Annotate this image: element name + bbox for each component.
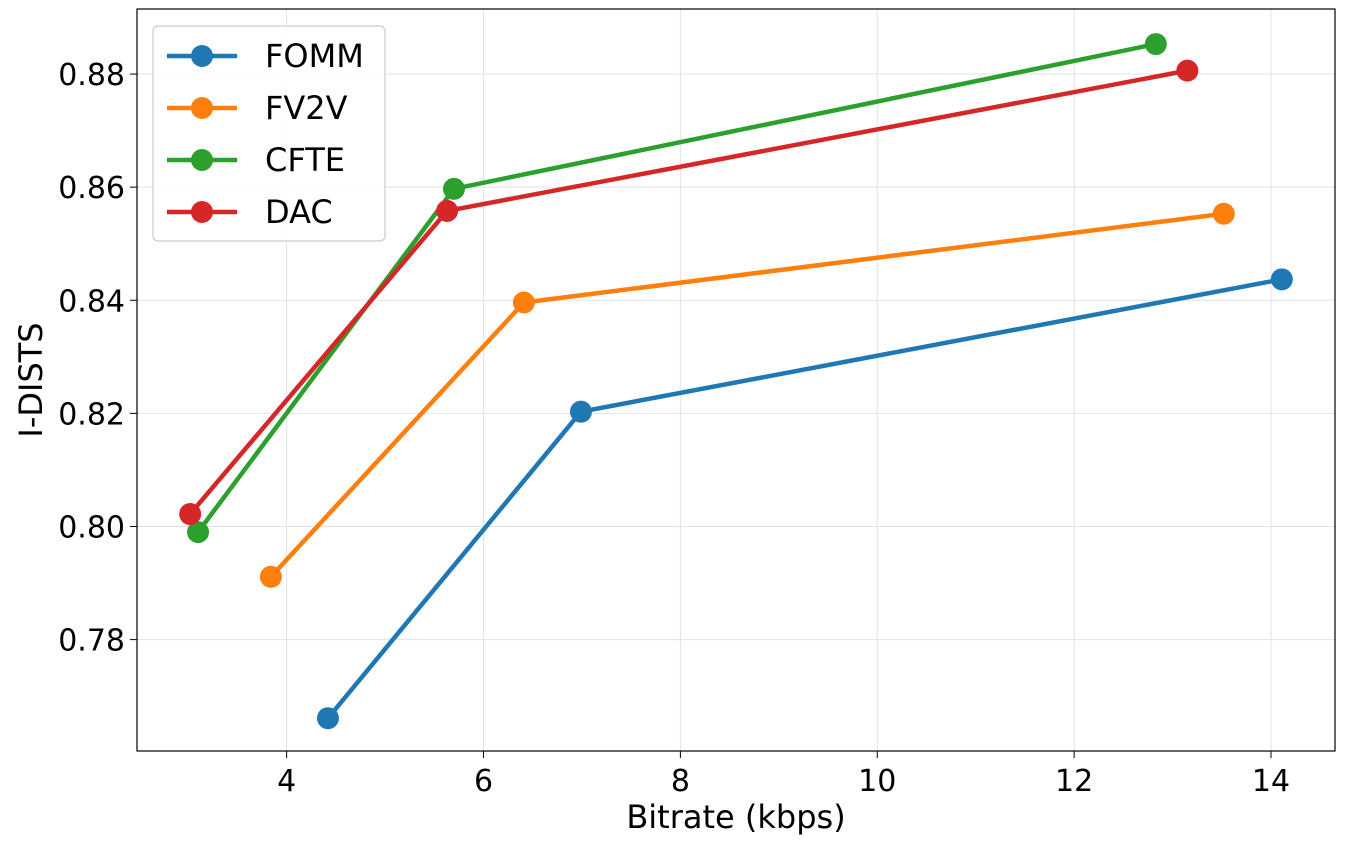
data-point-dac bbox=[1176, 59, 1199, 82]
x-tick-label: 10 bbox=[858, 764, 896, 799]
data-point-cfte bbox=[1144, 33, 1167, 56]
data-point-fomm bbox=[1270, 268, 1293, 291]
x-tick-label: 4 bbox=[277, 764, 296, 799]
x-tick-label: 6 bbox=[474, 764, 493, 799]
legend-item-fv2v: FV2V bbox=[167, 89, 348, 127]
legend-marker-icon bbox=[191, 201, 213, 223]
x-tick-label: 14 bbox=[1252, 764, 1290, 799]
data-point-cfte bbox=[187, 521, 210, 544]
legend-marker-icon bbox=[191, 97, 213, 119]
data-point-dac bbox=[179, 503, 202, 526]
axis-ticks: 4 6 8 10 12 14 0.78 0.80 0.82 0.84 0.86 0.88 bbox=[58, 58, 1290, 799]
data-point-fv2v bbox=[1212, 202, 1235, 225]
legend-box bbox=[152, 25, 386, 242]
y-tick-label: 0.78 bbox=[58, 624, 125, 659]
data-point-cfte bbox=[442, 177, 465, 200]
data-point-fomm bbox=[316, 707, 339, 730]
y-tick-label: 0.86 bbox=[58, 171, 125, 206]
series-fv2v bbox=[259, 202, 1235, 588]
data-point-fv2v bbox=[512, 291, 535, 314]
legend-label: CFTE bbox=[265, 141, 345, 179]
data-point-fv2v bbox=[259, 565, 282, 588]
y-axis-label: I-DISTS bbox=[12, 322, 50, 437]
legend-item-cfte: CFTE bbox=[167, 141, 345, 179]
data-point-fomm bbox=[569, 400, 592, 423]
legend-marker-icon bbox=[191, 45, 213, 67]
legend-label: DAC bbox=[265, 193, 333, 231]
y-tick-label: 0.82 bbox=[58, 397, 125, 432]
legend-item-dac: DAC bbox=[167, 193, 333, 231]
series-fomm bbox=[316, 268, 1293, 730]
y-tick-label: 0.80 bbox=[58, 510, 125, 545]
series-line-fv2v bbox=[268, 211, 1227, 580]
y-tick-label: 0.88 bbox=[58, 58, 125, 93]
x-tick-label: 12 bbox=[1055, 764, 1093, 799]
legend-label: FV2V bbox=[265, 89, 348, 127]
x-axis-label: Bitrate (kbps) bbox=[626, 798, 845, 836]
legend-item-fomm: FOMM bbox=[167, 37, 364, 75]
series-cfte bbox=[187, 33, 1167, 544]
series-line-fomm bbox=[325, 277, 1285, 721]
x-tick-label: 8 bbox=[671, 764, 690, 799]
y-tick-label: 0.84 bbox=[58, 284, 125, 319]
legend-label: FOMM bbox=[265, 37, 364, 75]
series-layer bbox=[179, 33, 1293, 730]
data-point-dac bbox=[436, 199, 459, 222]
plot-area-frame bbox=[136, 8, 1336, 752]
series-dac bbox=[179, 59, 1199, 526]
legend: FOMM FV2V CFTE DAC bbox=[152, 25, 386, 242]
legend-marker-icon bbox=[191, 149, 213, 171]
